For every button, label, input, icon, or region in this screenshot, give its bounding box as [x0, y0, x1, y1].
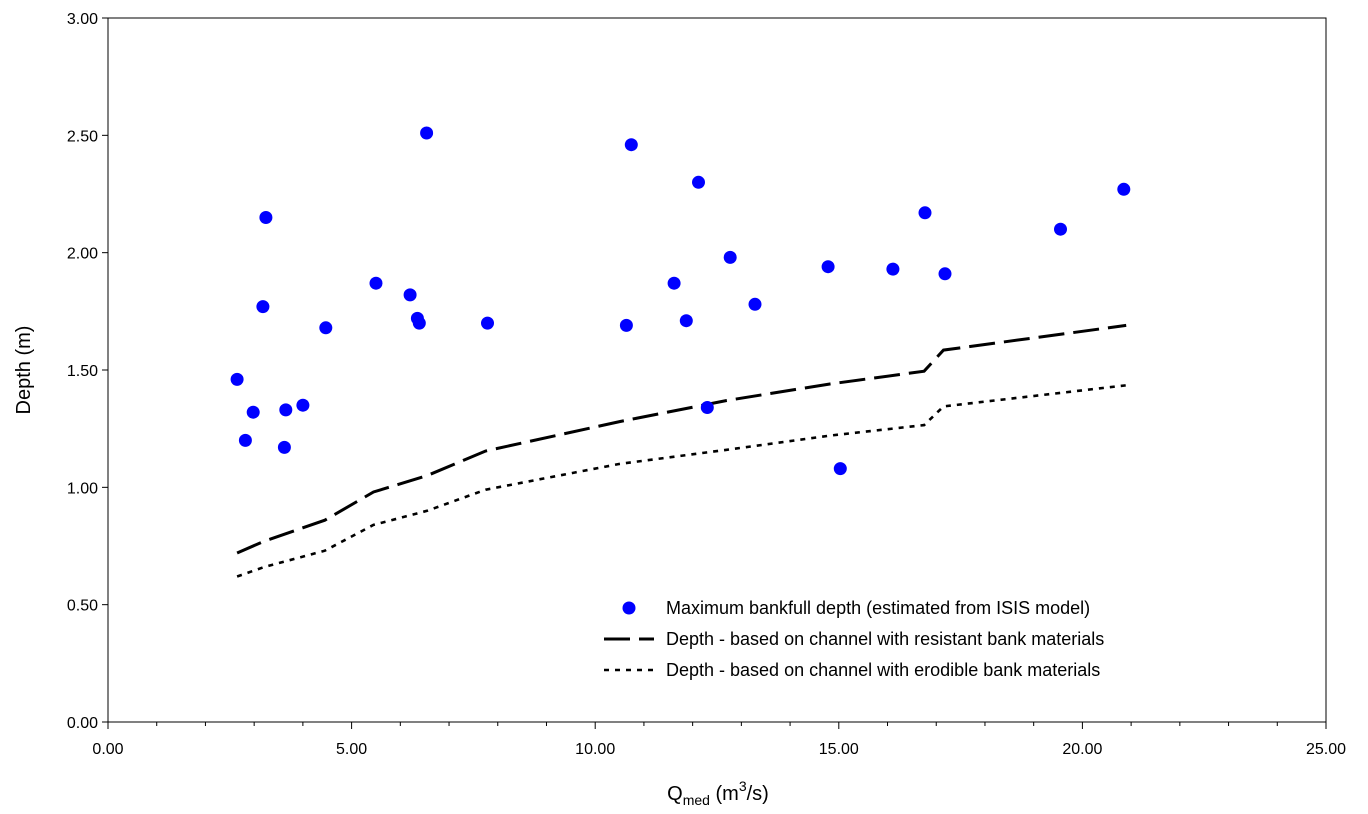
y-tick-label: 0.00 [67, 715, 98, 732]
data-point [481, 316, 494, 330]
scatter-points [230, 126, 1131, 476]
x-axis-title-sup: 3 [739, 778, 747, 794]
x-axis-title-unit: (m [710, 783, 739, 805]
data-point [748, 297, 762, 311]
data-point [821, 260, 835, 274]
legend-label-2: Depth - based on channel with erodible b… [666, 660, 1100, 680]
y-tick-label: 3.00 [67, 11, 98, 28]
data-point [1117, 182, 1131, 196]
data-point [886, 262, 900, 276]
data-point [619, 318, 633, 332]
data-point [403, 288, 417, 302]
data-point [369, 276, 383, 290]
data-point [692, 175, 705, 189]
y-tick-label: 2.50 [67, 128, 98, 145]
data-point [277, 440, 291, 454]
data-point [700, 401, 714, 414]
data-point [624, 138, 638, 152]
y-tick-label: 1.50 [67, 363, 98, 380]
legend: Maximum bankfull depth (estimated from I… [604, 598, 1104, 680]
data-point [256, 300, 270, 314]
y-axis-title: Depth (m) [13, 326, 35, 415]
data-point [259, 211, 273, 224]
data-point [833, 462, 847, 476]
legend-label-0: Maximum bankfull depth (estimated from I… [666, 598, 1090, 618]
data-point [230, 372, 244, 386]
data-point [1054, 222, 1067, 236]
data-point [667, 276, 681, 290]
legend-swatch-0 [622, 601, 636, 615]
x-tick-label: 10.00 [575, 741, 615, 758]
data-point [420, 126, 434, 140]
x-axis-title: Qmed (m3/s) [667, 778, 769, 808]
x-axis-title-unit-end: /s) [747, 783, 769, 805]
data-point [238, 433, 252, 447]
x-tick-label: 5.00 [336, 741, 367, 758]
data-point [918, 206, 932, 220]
data-point [679, 314, 693, 328]
y-tick-label: 1.00 [67, 480, 98, 497]
x-axis-title-main: Q [667, 783, 683, 805]
data-point [246, 405, 260, 419]
axes: 0.00 0.50 1.00 1.50 2.00 2.50 3.00 0.00 5.00 10.0… [67, 11, 1346, 758]
series-lines [236, 323, 1127, 578]
y-tick-label: 0.50 [67, 598, 98, 615]
data-point [412, 316, 426, 330]
data-point [938, 267, 952, 281]
data-point [319, 321, 333, 335]
data-point [723, 250, 737, 264]
x-tick-label: 25.00 [1306, 741, 1346, 758]
x-tick-label: 15.00 [819, 741, 859, 758]
data-point [279, 403, 293, 417]
series-line-2 [236, 384, 1127, 578]
data-point [296, 398, 310, 412]
x-axis-title-sub: med [683, 792, 710, 808]
y-tick-label: 2.00 [67, 246, 98, 263]
series-line-1 [236, 323, 1127, 555]
legend-label-1: Depth - based on channel with resistant … [666, 629, 1104, 649]
x-tick-label: 0.00 [92, 741, 123, 758]
x-tick-label: 20.00 [1062, 741, 1102, 758]
